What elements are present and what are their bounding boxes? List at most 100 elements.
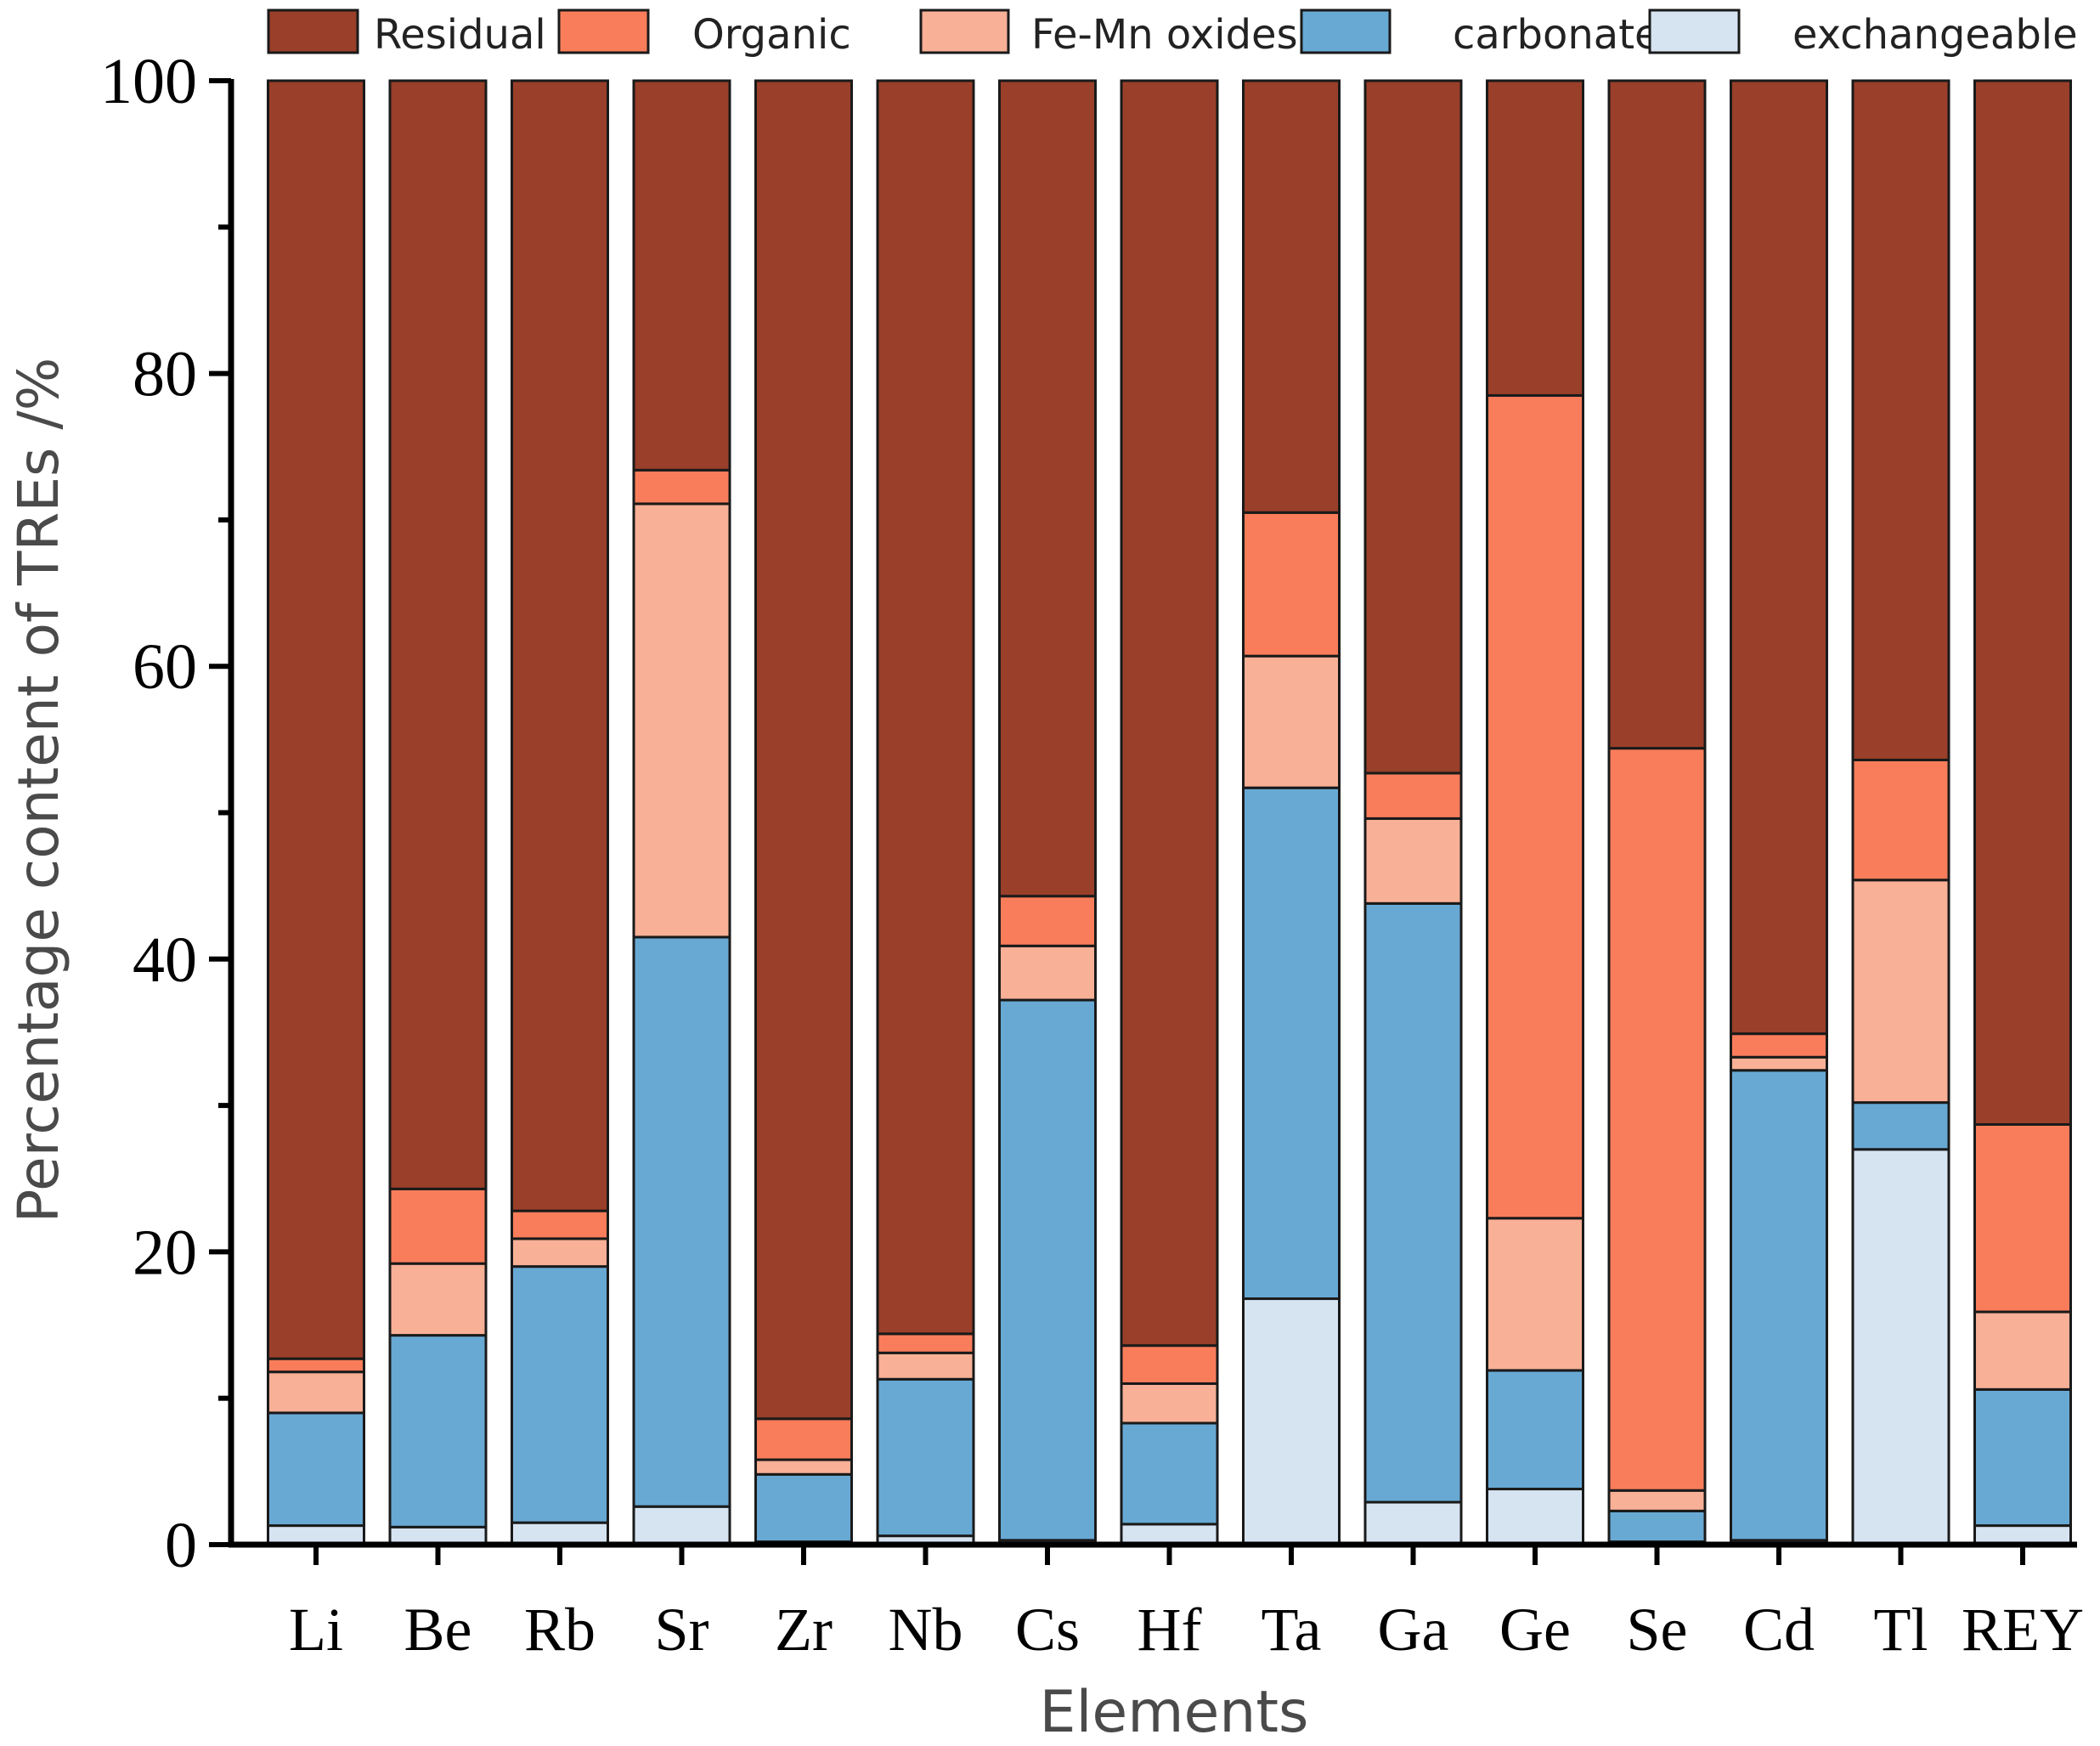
- x-tick-label-cd: Cd: [1743, 1596, 1815, 1664]
- bar-ta-residual: [1242, 79, 1341, 514]
- x-tick-label-sr: Sr: [654, 1596, 708, 1664]
- bar-ta-organic: [1242, 511, 1341, 658]
- bar-nb-organic: [876, 1332, 975, 1354]
- x-tick-label-ga: Ga: [1378, 1596, 1449, 1664]
- bar-zr-carbonate: [754, 1472, 853, 1544]
- legend-swatch-organic: [557, 8, 650, 54]
- bar-ga-organic: [1363, 771, 1463, 820]
- bar-rey-organic: [1973, 1122, 2072, 1314]
- legend-label-exchangeable: exchangeable: [1792, 11, 2078, 59]
- bar-cd-carbonate: [1730, 1069, 1828, 1542]
- x-tick-label-cs: Cs: [1015, 1596, 1080, 1664]
- bar-nb-fe-mn-oxides: [876, 1351, 975, 1381]
- bar-zr-fe-mn-oxides: [754, 1458, 853, 1476]
- bar-tl-residual: [1851, 79, 1950, 761]
- bar-cs-residual: [998, 79, 1097, 898]
- bar-tl-exchangeable: [1851, 1148, 1950, 1546]
- legend-swatch-fe-mn-oxides: [919, 8, 1010, 54]
- bar-rb-fe-mn-oxides: [511, 1237, 609, 1269]
- bar-cs-fe-mn-oxides: [998, 944, 1097, 1002]
- bar-cd-fe-mn-oxides: [1730, 1055, 1828, 1072]
- bar-zr-residual: [754, 79, 853, 1421]
- bar-sr-residual: [632, 79, 731, 472]
- x-tick-label-rey: REY: [1962, 1596, 2084, 1664]
- legend-swatch-exchangeable: [1648, 8, 1741, 54]
- bar-ta-exchangeable: [1242, 1297, 1341, 1546]
- bar-be-carbonate: [388, 1334, 488, 1528]
- bar-hf-residual: [1120, 79, 1219, 1348]
- bar-tl-fe-mn-oxides: [1851, 879, 1950, 1105]
- x-tick-label-be: Be: [404, 1596, 472, 1664]
- bar-tl-organic: [1851, 758, 1950, 882]
- bar-ge-carbonate: [1486, 1369, 1584, 1491]
- bar-nb-residual: [876, 79, 975, 1336]
- bar-rb-exchangeable: [511, 1521, 609, 1546]
- bar-li-carbonate: [267, 1411, 365, 1528]
- x-tick-label-hf: Hf: [1138, 1596, 1202, 1664]
- bar-be-fe-mn-oxides: [388, 1262, 488, 1337]
- bars-layer: [267, 79, 2072, 1546]
- bar-sr-organic: [632, 468, 731, 506]
- legend-label-carbonate: carbonate: [1453, 11, 1660, 59]
- bar-se-organic: [1607, 747, 1707, 1492]
- bar-hf-organic: [1120, 1344, 1219, 1385]
- bar-ta-fe-mn-oxides: [1242, 654, 1341, 789]
- legend: Residual Organic Fe-Mn oxides carbonate exch…: [267, 8, 2078, 59]
- bar-cs-carbonate: [998, 998, 1097, 1542]
- bar-ge-organic: [1486, 393, 1584, 1220]
- bar-rey-residual: [1973, 79, 2072, 1126]
- bar-ga-carbonate: [1363, 901, 1463, 1504]
- bar-ge-exchangeable: [1486, 1488, 1584, 1546]
- bar-ge-residual: [1486, 79, 1584, 397]
- bar-sr-carbonate: [632, 935, 731, 1508]
- bar-se-fe-mn-oxides: [1607, 1489, 1707, 1512]
- x-tick-label-zr: Zr: [775, 1596, 833, 1664]
- bar-rey-carbonate: [1973, 1387, 2072, 1528]
- bar-sr-fe-mn-oxides: [632, 502, 731, 939]
- x-tick-label-ta: Ta: [1262, 1596, 1322, 1664]
- legend-swatch-carbonate: [1300, 8, 1392, 54]
- bar-be-residual: [388, 79, 488, 1190]
- bar-zr-organic: [754, 1417, 853, 1461]
- bar-rb-carbonate: [511, 1265, 609, 1524]
- x-tick-label-nb: Nb: [889, 1596, 963, 1664]
- x-tick-label-tl: Tl: [1874, 1596, 1928, 1664]
- axes-layer: 0 20 40 60 80 100 Li Be Rb Sr Zr Nb Cs Hf Ta Ga Ge Se Cd Tl…: [100, 46, 2084, 1664]
- bar-be-organic: [388, 1187, 488, 1265]
- bar-hf-carbonate: [1120, 1421, 1219, 1526]
- legend-label-residual: Residual: [374, 11, 546, 59]
- bar-se-residual: [1607, 79, 1707, 750]
- bar-nb-carbonate: [876, 1377, 975, 1538]
- bar-ge-fe-mn-oxides: [1486, 1217, 1584, 1372]
- bar-rb-residual: [511, 79, 609, 1212]
- x-tick-label-ge: Ge: [1499, 1596, 1571, 1664]
- y-tick-label-40: 40: [133, 924, 197, 996]
- bar-sr-exchangeable: [632, 1505, 731, 1546]
- legend-label-fe-mn-oxides: Fe-Mn oxides: [1031, 11, 1298, 59]
- y-tick-label-0: 0: [165, 1510, 197, 1581]
- bar-hf-fe-mn-oxides: [1120, 1382, 1219, 1425]
- bar-hf-exchangeable: [1120, 1523, 1219, 1546]
- bar-ga-fe-mn-oxides: [1363, 816, 1463, 905]
- y-tick-label-20: 20: [133, 1217, 197, 1288]
- y-tick-label-100: 100: [100, 46, 197, 117]
- bar-cd-organic: [1730, 1032, 1828, 1059]
- x-tick-label-rb: Rb: [524, 1596, 596, 1664]
- bar-ta-carbonate: [1242, 786, 1341, 1301]
- bar-se-carbonate: [1607, 1509, 1707, 1544]
- y-tick-label-60: 60: [133, 631, 197, 703]
- bar-cd-residual: [1730, 79, 1828, 1036]
- x-tick-label-se: Se: [1627, 1596, 1688, 1664]
- bar-li-fe-mn-oxides: [267, 1370, 365, 1415]
- bar-li-organic: [267, 1357, 365, 1374]
- bar-li-residual: [267, 79, 365, 1360]
- x-axis-title: Elements: [1040, 1679, 1309, 1746]
- bar-rey-fe-mn-oxides: [1973, 1310, 2072, 1391]
- bar-ga-residual: [1363, 79, 1463, 775]
- bar-rb-organic: [511, 1209, 609, 1240]
- bar-cs-organic: [998, 895, 1097, 947]
- x-tick-label-li: Li: [289, 1596, 343, 1664]
- legend-swatch-residual: [267, 8, 359, 54]
- y-axis-title: Percentage content of TREs /%: [6, 358, 71, 1223]
